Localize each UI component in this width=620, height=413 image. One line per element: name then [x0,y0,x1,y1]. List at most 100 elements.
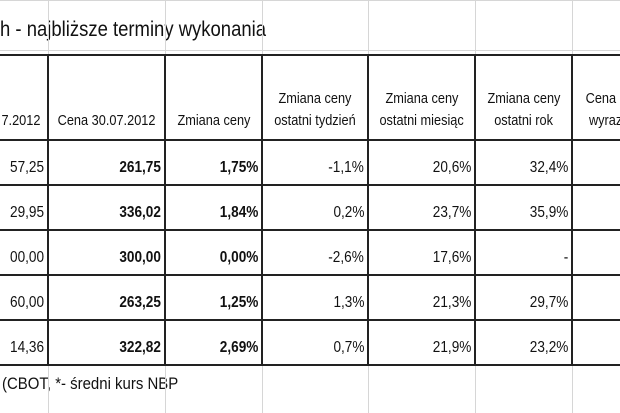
border-line [164,55,166,365]
grid-line [262,0,263,55]
table-cell: 32,4% [475,140,572,185]
border-line [0,364,620,366]
header-cell: Zmiana ceny ostatni rok [475,55,572,140]
header-cell: Cena 30.07.2012 [48,55,165,140]
grid-line [475,365,476,413]
border-line [474,55,476,365]
border-line [367,55,369,365]
table-cell: 35,9% [475,185,572,230]
table-cell: 0,00% [165,230,262,275]
table-cell: 23,2% [475,320,572,365]
table-cell: 261,75 [48,140,165,185]
cell-text: 1,75% [219,159,258,176]
cell-text: 57,25 [9,159,44,176]
table-cell: 57,25 [0,140,48,185]
header-text: Cena 2 [585,90,620,107]
table-cell: 0,7% [262,320,368,365]
table-cell: 2,69% [165,320,262,365]
grid-line [48,0,49,55]
cell-text: 1,3% [333,294,364,311]
table-cell: -1,1% [262,140,368,185]
table-cell: 60,00 [0,275,48,320]
header-text: wyraz [589,112,620,129]
cell-text: 0,2% [333,204,364,221]
cell-text: 21,9% [432,339,471,356]
cell-text: -2,6% [328,249,364,266]
cell-text: -1,1% [328,159,364,176]
header-text: 7.2012 [1,112,41,129]
header-text: Zmiana ceny [385,90,458,107]
header-text: Cena 30.07.2012 [57,112,156,129]
grid-line [0,0,620,1]
cell-text: 322,82 [119,339,161,356]
header-cell: 7.2012 [0,55,48,140]
table-cell: 21,3% [368,275,475,320]
border-line [0,319,620,321]
border-line [0,184,620,186]
border-line [47,55,49,365]
cell-text: 263,25 [119,294,161,311]
cell-text: 29,95 [9,204,44,221]
footnote: (CBOT, *- średni kurs NBP [2,374,179,393]
table-cell: 322,82 [48,320,165,365]
table-cell: -2,6% [262,230,368,275]
header-text: ostatni tydzień [274,112,356,129]
header-cell: Zmiana ceny ostatni miesiąc [368,55,475,140]
header-text: Zmiana ceny [177,112,250,129]
cell-text: 32,4% [529,159,568,176]
cell-text: 300,00 [119,249,161,266]
grid-line [368,365,369,413]
cell-text: 17,6% [432,249,471,266]
cell-text: 29,7% [529,294,568,311]
table-cell: 21,9% [368,320,475,365]
table-cell: 1,75% [165,140,262,185]
grid-line [368,0,369,55]
cell-text: 0,00% [219,249,258,266]
border-line [261,55,263,365]
header-text: Zmiana ceny [278,90,352,107]
header-cell: Cena 2 wyraz [572,55,620,140]
table-cell: 00,00 [0,230,48,275]
grid-line [572,365,573,413]
grid-line [0,50,620,51]
table-cell: 300,00 [48,230,165,275]
header-text: ostatni miesiąc [379,112,464,129]
cell-text: 0,7% [333,339,364,356]
grid-line [165,0,166,55]
border-line [0,139,620,141]
cell-text: 2,69% [219,339,258,356]
cell-text: 35,9% [529,204,568,221]
border-line [0,54,620,56]
sheet-title: h - najbliższe terminy wykonania [0,18,267,41]
border-line [0,229,620,231]
table-cell: 17,6% [368,230,475,275]
header-text: ostatni rok [494,112,553,129]
border-line [0,274,620,276]
table-cell: 336,02 [48,185,165,230]
cell-text: 00,00 [9,249,44,266]
cell-text: 336,02 [119,204,161,221]
cell-text: 14,36 [9,339,44,356]
table-cell: 1,3% [262,275,368,320]
table-cell: 263,25 [48,275,165,320]
table-cell: 0,2% [262,185,368,230]
cell-text: 60,00 [9,294,44,311]
cell-text: - [563,249,568,266]
table-cell: 20,6% [368,140,475,185]
grid-line [48,365,49,413]
table-cell: 14,36 [0,320,48,365]
cell-text: 1,25% [219,294,258,311]
cell-text: 20,6% [432,159,471,176]
grid-line [165,365,166,413]
border-line [571,55,573,365]
table-cell: 29,95 [0,185,48,230]
table-cell: - [475,230,572,275]
table-cell: 1,25% [165,275,262,320]
grid-line [572,0,573,55]
table-cell: 23,7% [368,185,475,230]
header-cell: Zmiana ceny [165,55,262,140]
cell-text: 261,75 [119,159,161,176]
cell-text: 23,7% [432,204,471,221]
table-cell: 29,7% [475,275,572,320]
